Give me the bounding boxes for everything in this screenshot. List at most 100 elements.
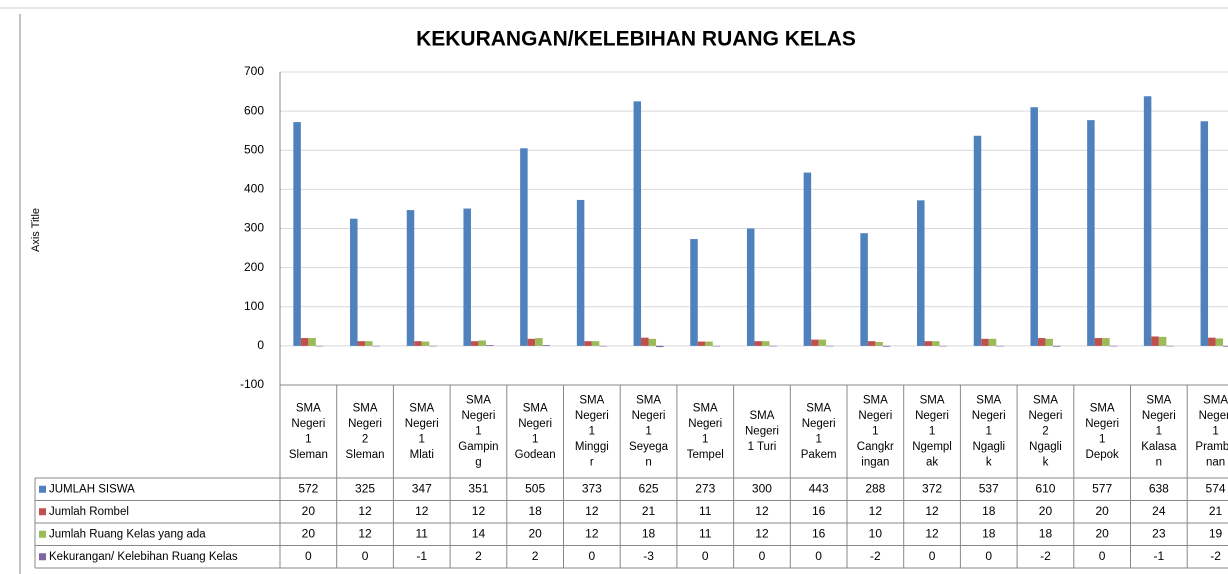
bar [705, 341, 713, 346]
table-value: -1 [1154, 549, 1165, 563]
legend-key [39, 553, 46, 561]
bar [826, 345, 834, 347]
table-value: 610 [1035, 481, 1055, 495]
bar [769, 345, 777, 347]
y-tick-label: -100 [240, 377, 264, 391]
table-value: 325 [355, 481, 375, 495]
table-value: 288 [865, 481, 885, 495]
bar [599, 345, 607, 347]
bar [1030, 107, 1038, 346]
category-label: SMA Negeri 1 Depok [1085, 402, 1119, 461]
table-value: 20 [302, 526, 316, 540]
table-value: 12 [585, 526, 599, 540]
table-value: 0 [362, 549, 369, 563]
bar [372, 345, 381, 347]
bar [584, 341, 592, 346]
bar [867, 341, 876, 346]
table-value: 0 [759, 549, 766, 563]
table-value: 0 [702, 549, 709, 563]
table-value: 16 [812, 504, 826, 518]
category-label: SMA Negeri 1 Godean [515, 402, 556, 461]
table-value: 12 [415, 504, 429, 518]
bar [293, 122, 301, 346]
table-value: 20 [528, 526, 542, 540]
table-value: 20 [1039, 504, 1053, 518]
category-label: SMA Negeri 1 Pakem [801, 402, 837, 461]
table-value: 372 [922, 481, 942, 495]
table-value: 12 [755, 526, 769, 540]
bar [656, 345, 664, 348]
table-value: -2 [1210, 549, 1221, 563]
bar [365, 341, 373, 346]
bar [414, 341, 422, 346]
bar [860, 233, 868, 346]
bar [818, 339, 827, 346]
table-value: 0 [815, 549, 822, 563]
bar [1223, 345, 1228, 347]
bar [754, 341, 762, 346]
y-tick-label: 200 [244, 260, 264, 274]
table-value: 505 [525, 481, 545, 495]
bar [746, 228, 755, 346]
bar [973, 135, 982, 346]
table-value: -2 [1040, 549, 1051, 563]
bar [697, 341, 706, 346]
bar [1052, 345, 1061, 347]
category-label: SMA Negeri 1 Cangkr ingan [857, 395, 894, 469]
bar [308, 338, 316, 346]
category-label: SMA Negeri 2 Ngagli k [1029, 395, 1063, 469]
table-value: 18 [642, 526, 656, 540]
table-value: 12 [358, 526, 372, 540]
bar [485, 345, 494, 346]
table-value: 14 [472, 526, 486, 540]
bar [875, 341, 883, 346]
category-label: SMA Negeri 1 Ngagli k [972, 395, 1006, 469]
bar [917, 200, 925, 346]
legend-key [39, 530, 46, 538]
table-value: 2 [475, 549, 482, 563]
bar [406, 210, 415, 346]
table-value: 443 [809, 481, 829, 495]
legend-label: Jumlah Rombel [49, 506, 129, 518]
table-value: 11 [699, 526, 712, 540]
table-value: 574 [1206, 481, 1226, 495]
y-tick-label: 500 [244, 142, 264, 156]
table-value: 11 [699, 504, 712, 518]
y-tick-label: 700 [244, 64, 264, 78]
y-tick-label: 300 [244, 221, 264, 235]
bar [996, 345, 1004, 347]
category-label: SMA Negeri 1 Kalasa n [1141, 395, 1177, 469]
category-label: SMA Negeri 1 Seyega n [629, 395, 669, 469]
table-value: 625 [639, 481, 659, 495]
table-value: 12 [585, 504, 599, 518]
table-value: 18 [1039, 526, 1053, 540]
bar [1215, 338, 1224, 346]
table-value: 12 [925, 526, 939, 540]
bar [939, 345, 948, 347]
category-label: SMA Negeri 1 Turi [745, 410, 779, 453]
bar [350, 218, 358, 346]
bar [463, 208, 471, 346]
table-value: 2 [532, 549, 539, 563]
table-value: -1 [416, 549, 427, 563]
table-value: 12 [472, 504, 486, 518]
table-value: 300 [752, 481, 772, 495]
table-value: 18 [528, 504, 542, 518]
y-tick-label: 400 [244, 182, 264, 196]
bar [633, 101, 642, 346]
legend-key [39, 508, 46, 516]
category-label: SMA Negeri 1 Minggi r [575, 395, 609, 469]
bar [648, 338, 657, 346]
category-label: SMA Negeri 1 Gampin g [458, 395, 498, 469]
category-label: SMA Negeri 1 Mlati [405, 402, 439, 461]
bar [641, 337, 649, 346]
table-value: 11 [416, 526, 429, 540]
table-value: 20 [302, 504, 316, 518]
category-label: SMA Negeri 1 Sleman [289, 402, 328, 461]
bar [300, 338, 309, 346]
bar [535, 338, 543, 346]
y-tick-label: 600 [244, 103, 264, 117]
bar [932, 341, 940, 346]
